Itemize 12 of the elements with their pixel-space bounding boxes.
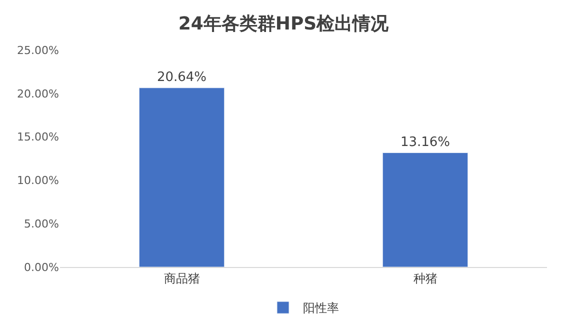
y-tick-label: 20.00% [17,87,59,100]
y-tick-label: 15.00% [17,130,59,144]
y-tick-label: 10.00% [17,174,59,188]
data-label: 20.64% [156,70,207,85]
y-tick-label: 0.00% [24,260,59,274]
x-tick-label: 商品猪 [164,271,200,286]
legend-label: 阳性率 [303,301,339,316]
chart-title: 24年各类群HPS检出情况 [178,13,390,34]
x-tick-label: 种猪 [413,271,438,286]
y-tick-label: 5.00% [24,217,59,230]
data-label: 13.16% [400,134,450,150]
y-tick-label: 25.00% [17,44,59,57]
